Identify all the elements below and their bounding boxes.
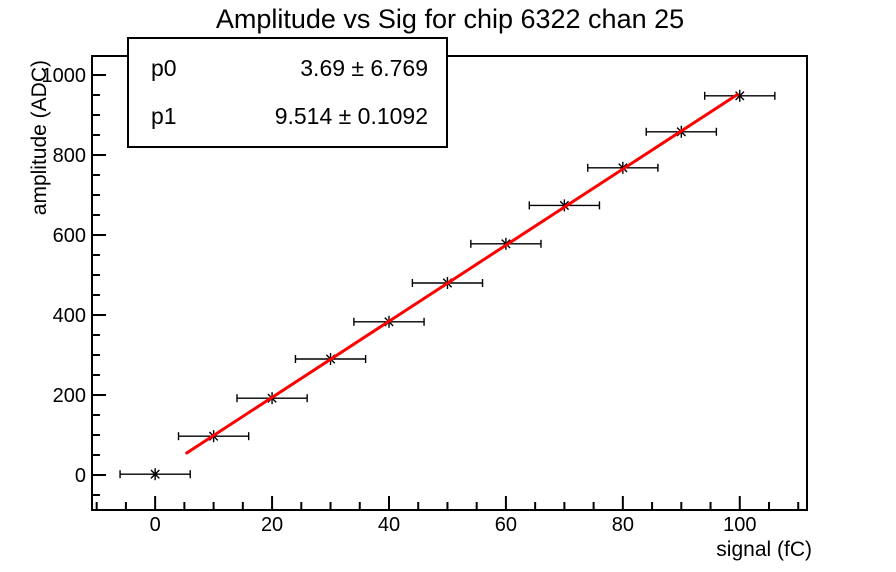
y-tick-label: 800 [53,145,86,167]
fit-param-value: 9.514 ± 0.1092 [274,102,428,129]
fit-param-value: 3.69 ± 6.769 [300,55,428,82]
x-tick-label: 40 [378,514,400,536]
fit-line [185,92,739,455]
x-tick-label: 20 [261,514,283,536]
asterisk-marker [150,469,160,479]
y-tick-label: 200 [53,385,86,407]
fit-param-row-p0: p0 3.69 ± 6.769 [129,57,446,80]
y-tick-label: 1000 [42,65,87,87]
data-point [703,89,776,102]
fit-param-row-p1: p1 9.514 ± 0.1092 [129,102,446,129]
plot-frame [91,55,808,511]
y-tick-label: 400 [53,305,86,327]
fit-param-name: p0 [151,55,177,82]
y-axis-title: amplitude (ADC) [28,60,51,215]
x-tick-label: 60 [495,514,517,536]
fit-param-name: p1 [151,102,177,129]
asterisk-marker [735,91,745,101]
chart-title: Amplitude vs Sig for chip 6322 chan 25 [216,4,684,34]
data-point [119,468,191,481]
y-tick-label: 600 [53,225,86,247]
fit-stats-box: p0 3.69 ± 6.769 p1 9.514 ± 0.1092 [127,37,448,148]
x-tick-label: 0 [150,514,161,536]
x-tick-label: 100 [723,514,756,536]
y-tick-label: 0 [75,465,86,487]
x-axis-title: signal (fC) [716,538,812,561]
x-tick-label: 80 [612,514,634,536]
